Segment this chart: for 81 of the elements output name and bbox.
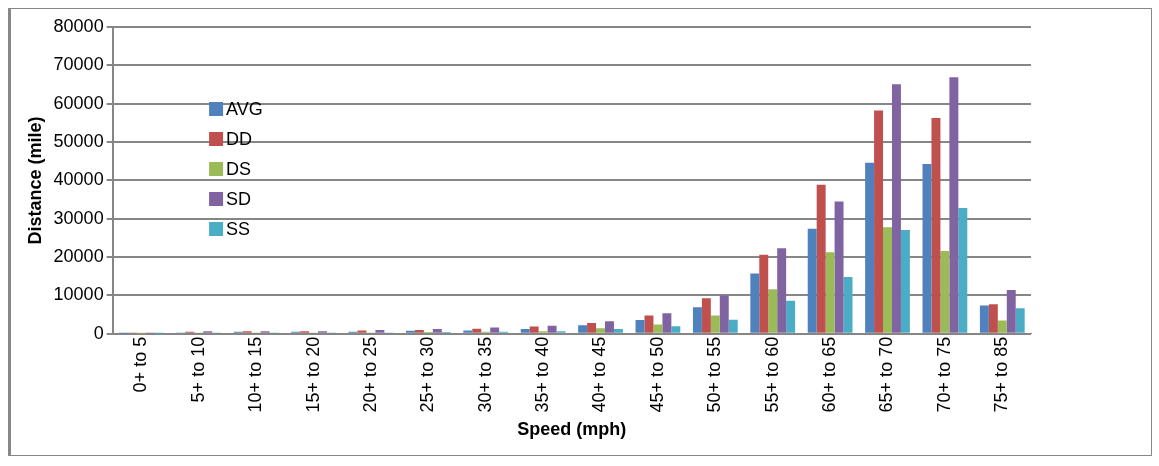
x-tick-label: 5+ to 10	[187, 336, 208, 403]
x-tick-label: 40+ to 45	[589, 336, 610, 413]
bar	[529, 326, 539, 333]
bar	[463, 330, 473, 333]
bar	[587, 323, 597, 333]
legend-label: SD	[226, 188, 252, 209]
x-tick-label: 10+ to 15	[245, 336, 266, 413]
bar	[931, 117, 941, 333]
bar	[958, 208, 968, 333]
bar	[701, 298, 711, 333]
x-axis-title: Speed (mph)	[517, 419, 627, 440]
y-tick-label: 60000	[53, 92, 104, 113]
bar	[777, 248, 787, 333]
bar	[578, 325, 588, 333]
bar	[662, 313, 672, 333]
x-tick-label: 55+ to 60	[761, 336, 782, 413]
x-tick-label: 60+ to 65	[819, 336, 840, 413]
bar	[671, 326, 681, 333]
bar	[807, 228, 817, 333]
bar	[940, 250, 950, 333]
x-tick-label: 30+ to 35	[474, 336, 495, 413]
legend-label: DD	[226, 128, 253, 149]
x-tick-label: 75+ to 85	[991, 336, 1012, 413]
bar	[710, 315, 720, 333]
bar	[768, 289, 778, 333]
x-tick-label: 50+ to 55	[704, 336, 725, 413]
bar	[547, 325, 557, 333]
bar	[472, 328, 482, 333]
x-tick-label: 25+ to 30	[417, 336, 438, 413]
bar	[520, 329, 530, 333]
bar	[719, 295, 729, 333]
bar	[432, 329, 442, 333]
legend-label: SS	[226, 218, 251, 239]
bar	[490, 327, 500, 333]
bar	[834, 201, 844, 333]
y-tick-label: 50000	[53, 131, 104, 152]
bar	[786, 300, 796, 333]
bar	[414, 330, 424, 333]
bar	[949, 77, 959, 333]
bar	[357, 330, 367, 333]
y-tick-label: 40000	[53, 169, 104, 190]
bar	[759, 254, 769, 333]
y-tick-label: 80000	[53, 15, 104, 36]
bar	[997, 320, 1007, 333]
bar	[988, 304, 998, 333]
bar	[644, 315, 654, 333]
bar	[692, 307, 702, 333]
bar	[900, 229, 910, 333]
y-tick-label: 0	[93, 322, 104, 343]
bar	[635, 320, 645, 333]
legend-label: DS	[226, 158, 252, 179]
bar	[883, 227, 892, 333]
x-tick-label: 0+ to 5	[130, 336, 151, 393]
x-tick-label: 20+ to 25	[359, 336, 380, 413]
legend-label: AVG	[226, 98, 263, 119]
y-tick-label: 10000	[53, 284, 104, 305]
x-tick-label: 45+ to 50	[646, 336, 667, 413]
bar	[750, 273, 760, 333]
bar	[816, 184, 826, 333]
bar	[1006, 290, 1016, 333]
bar	[979, 305, 989, 333]
x-tick-label: 70+ to 75	[933, 336, 954, 413]
x-tick-label: 65+ to 70	[876, 336, 897, 413]
bar	[613, 329, 623, 333]
x-tick-label: 15+ to 20	[302, 336, 323, 413]
bar	[653, 324, 663, 333]
bar	[825, 252, 835, 333]
bar	[728, 319, 738, 333]
y-tick-label: 30000	[53, 207, 104, 228]
bar	[605, 321, 614, 333]
y-tick-label: 70000	[53, 54, 104, 75]
x-tick-label: 35+ to 40	[532, 336, 553, 413]
bar	[1015, 308, 1025, 333]
bar	[865, 162, 875, 333]
bar	[891, 84, 901, 333]
bar	[874, 110, 884, 333]
y-axis-title: Distance (mile)	[24, 116, 45, 245]
bar	[375, 330, 385, 333]
bar	[596, 328, 605, 333]
y-tick-label: 20000	[53, 246, 104, 267]
bar	[843, 277, 853, 333]
